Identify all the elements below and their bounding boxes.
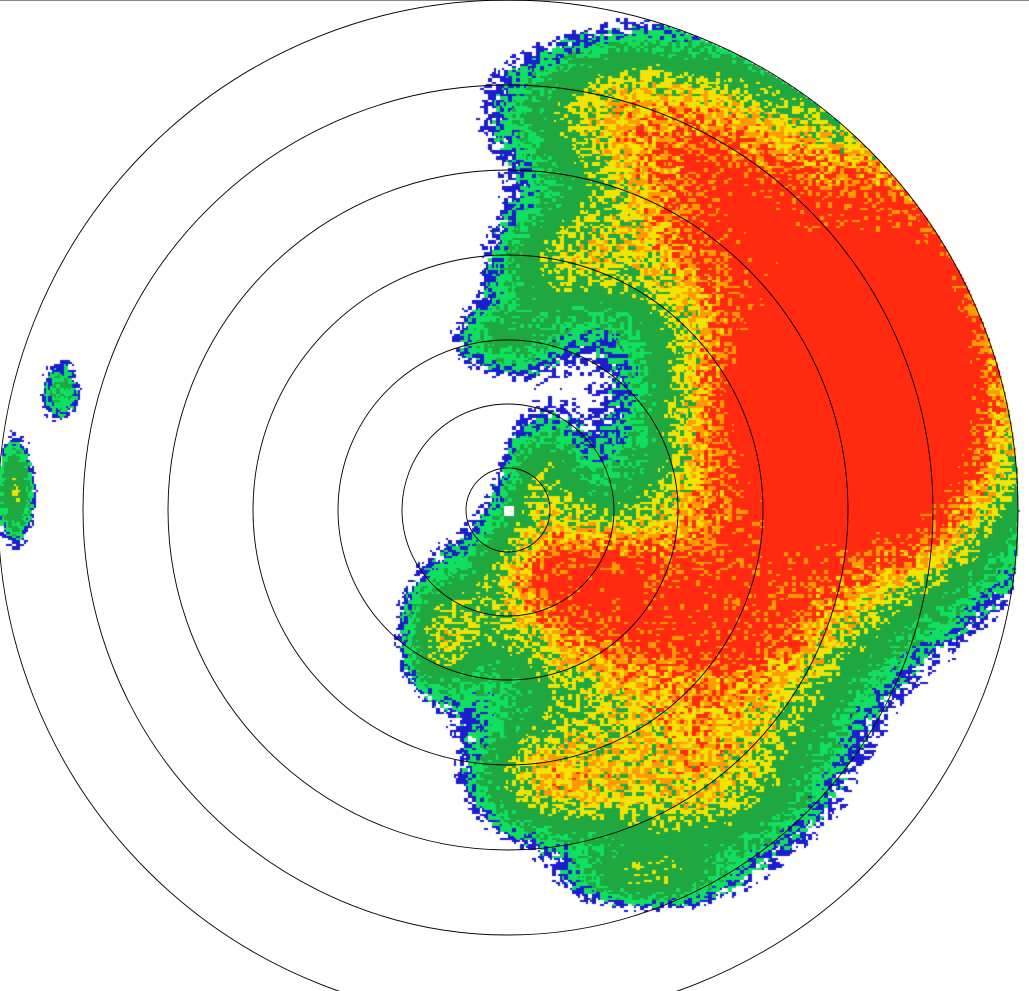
range-ring-6 xyxy=(82,84,934,936)
range-ring-1 xyxy=(465,467,551,553)
range-ring-3 xyxy=(337,339,679,681)
range-ring-5 xyxy=(167,169,849,851)
range-ring-2 xyxy=(401,403,615,617)
range-ring-4 xyxy=(252,254,764,766)
